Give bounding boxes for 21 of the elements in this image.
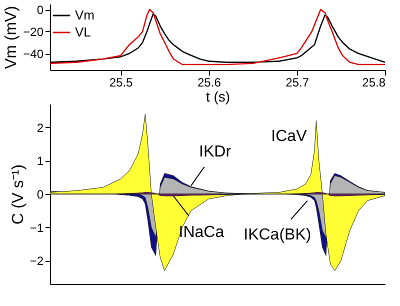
x-tick-label: 25.8	[362, 76, 386, 90]
annotation: ICaV	[271, 128, 308, 145]
legend-label: VL	[75, 24, 91, 40]
y-tick-label: −40	[23, 47, 44, 61]
y-tick-label: 0	[36, 3, 44, 17]
annotation: IKDr	[199, 144, 232, 161]
x-axis-title: t (s)	[206, 88, 230, 104]
y-axis-title: Vm (mV)	[3, 6, 20, 70]
y-tick-label: −20	[23, 25, 44, 39]
y-tick-label: 2	[36, 120, 44, 135]
x-tick-label: 25.6	[198, 76, 222, 90]
y-axis-title: C (V s⁻¹)	[10, 164, 27, 225]
y-tick-label: −2	[30, 254, 44, 268]
y-tick-label: −1	[30, 220, 44, 235]
annotation: INaCa	[178, 224, 224, 241]
annotation: IKCa(BK)	[244, 226, 312, 244]
x-tick-label: 25.5	[109, 76, 134, 90]
legend-label: Vm	[75, 8, 94, 22]
y-tick-label: 1	[36, 154, 44, 168]
x-tick-label: 25.7	[286, 76, 310, 90]
y-tick-label: 0	[36, 188, 44, 202]
